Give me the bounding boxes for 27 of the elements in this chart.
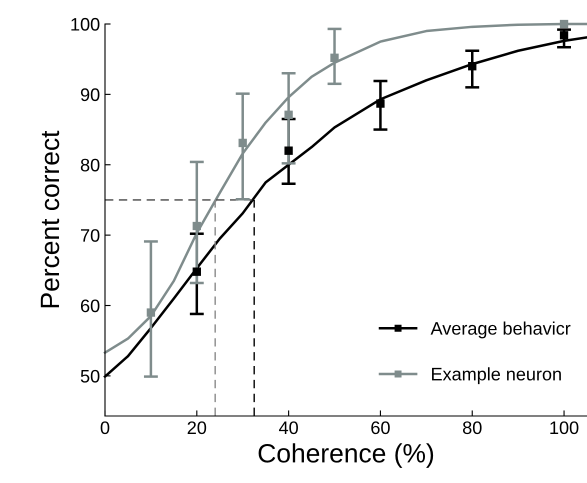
point: [192, 268, 201, 276]
x-tick-label: 0: [100, 421, 110, 434]
point: [284, 110, 293, 119]
point: [468, 62, 476, 70]
y-tick-label: 50: [80, 370, 100, 383]
y-tick-label: 90: [80, 88, 100, 102]
y-tick-label: 60: [80, 299, 100, 312]
y-tick-label: 80: [80, 158, 100, 172]
point: [376, 99, 385, 108]
point: [192, 222, 201, 230]
point: [560, 31, 568, 40]
point: [284, 146, 293, 155]
x-tick-label: 100: [550, 421, 578, 434]
y-tick-label: 100: [71, 18, 100, 31]
x-tick-label: 60: [371, 421, 390, 434]
point: [238, 138, 247, 148]
legend-label: Average behavicr: [430, 322, 570, 338]
x-tick-label: 80: [462, 421, 482, 434]
x-axis-title: Coherence (%): [258, 443, 434, 468]
y-tick-label: 70: [80, 229, 100, 242]
point: [330, 54, 339, 62]
legend-label: Example neuron: [432, 367, 561, 384]
y-axis-title: Percent correct: [40, 130, 60, 308]
x-tick-label: 20: [188, 421, 206, 434]
point: [560, 20, 568, 28]
x-tick-label: 40: [278, 421, 298, 434]
point: [146, 308, 156, 317]
